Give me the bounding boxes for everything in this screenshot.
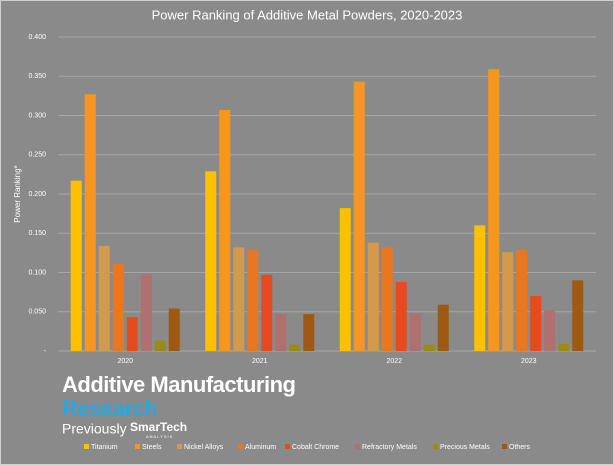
bar bbox=[572, 280, 584, 351]
bar bbox=[530, 296, 542, 351]
legend-label: Titanium bbox=[91, 444, 118, 451]
bar bbox=[502, 252, 514, 351]
bar bbox=[353, 81, 365, 352]
x-tick-label: 2020 bbox=[117, 358, 133, 365]
legend-label: Nickel Alloys bbox=[184, 444, 224, 451]
x-tick-label: 2023 bbox=[521, 358, 537, 365]
logo-line1: Additive Manufacturing bbox=[62, 372, 295, 397]
bar bbox=[233, 247, 245, 351]
legend-swatch bbox=[433, 444, 438, 449]
bar bbox=[558, 343, 570, 351]
y-tick-label: 0.200 bbox=[28, 191, 46, 198]
bar bbox=[409, 313, 421, 351]
bar bbox=[112, 263, 124, 351]
bar bbox=[70, 180, 82, 351]
legend-label: Aluminum bbox=[245, 444, 276, 451]
y-tick-label: 0.050 bbox=[28, 309, 46, 316]
y-axis-label: Power Ranking* bbox=[13, 165, 22, 222]
y-tick-label: 0.400 bbox=[28, 34, 46, 41]
x-tick-label: 2021 bbox=[252, 358, 268, 365]
y-tick-label: - bbox=[44, 348, 47, 355]
y-tick-label: 0.100 bbox=[28, 269, 46, 276]
bar bbox=[126, 317, 138, 351]
bar bbox=[154, 340, 166, 351]
bar bbox=[423, 344, 435, 351]
legend-label: Others bbox=[509, 444, 531, 451]
bar bbox=[381, 247, 393, 351]
bar bbox=[261, 274, 273, 351]
bar bbox=[168, 308, 180, 351]
bar bbox=[140, 274, 152, 351]
legend-label: Refractory Metals bbox=[362, 444, 417, 451]
legend-label: Precious Metals bbox=[440, 444, 490, 451]
bar bbox=[84, 94, 96, 352]
x-tick-label: 2022 bbox=[386, 358, 402, 365]
bar bbox=[247, 249, 259, 351]
legend-swatch bbox=[177, 444, 182, 449]
y-tick-label: 0.150 bbox=[28, 230, 46, 237]
legend-swatch bbox=[355, 444, 360, 449]
bar bbox=[367, 242, 379, 351]
logo-brand: SmarTech bbox=[130, 420, 187, 434]
bar bbox=[205, 171, 217, 351]
legend-swatch bbox=[238, 444, 243, 449]
legend-swatch bbox=[285, 444, 290, 449]
bar bbox=[516, 249, 528, 351]
bar bbox=[289, 344, 301, 351]
legend-swatch bbox=[84, 444, 89, 449]
logo-previously: Previously bbox=[62, 421, 127, 437]
logo-line2: Research bbox=[62, 396, 157, 421]
bar bbox=[488, 69, 500, 351]
legend-label: Cobalt Chrome bbox=[292, 444, 339, 451]
bar bbox=[275, 314, 287, 351]
legend-swatch bbox=[502, 444, 507, 449]
bar bbox=[219, 110, 231, 351]
bar bbox=[339, 208, 351, 351]
bar bbox=[395, 281, 407, 351]
y-tick-label: 0.300 bbox=[28, 112, 46, 119]
bar bbox=[544, 310, 556, 351]
chart-title: Power Ranking of Additive Metal Powders,… bbox=[152, 7, 463, 22]
bar bbox=[98, 245, 110, 351]
bar bbox=[437, 304, 449, 351]
bar bbox=[474, 225, 486, 351]
y-tick-label: 0.250 bbox=[28, 152, 46, 159]
logo-brand-sub: ANALYSIS bbox=[146, 434, 173, 439]
y-tick-label: 0.350 bbox=[28, 73, 46, 80]
legend-label: Steels bbox=[142, 444, 162, 451]
bar bbox=[303, 314, 315, 351]
legend-swatch bbox=[135, 444, 140, 449]
